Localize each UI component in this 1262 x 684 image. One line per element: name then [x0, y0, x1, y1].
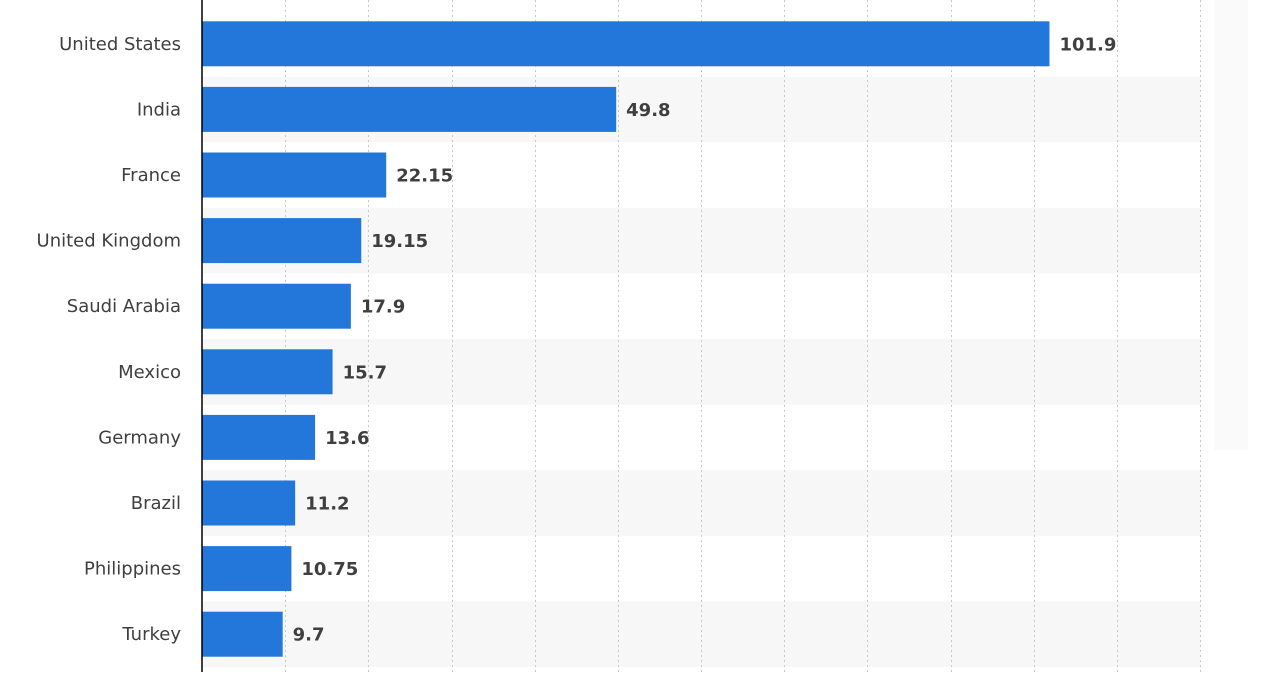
right-edge-fade [1214, 0, 1248, 450]
value-label: 9.7 [293, 625, 325, 646]
value-label: 10.75 [301, 559, 358, 580]
category-label: France [121, 165, 181, 186]
value-label: 19.15 [371, 231, 428, 252]
bar[interactable] [202, 611, 283, 657]
bar[interactable] [202, 218, 362, 264]
bar[interactable] [202, 21, 1050, 67]
category-label: Germany [98, 427, 181, 448]
value-label: 15.7 [343, 362, 387, 383]
value-label: 101.9 [1059, 34, 1116, 55]
bar[interactable] [202, 152, 387, 198]
category-label: Philippines [84, 559, 181, 580]
value-label: 17.9 [361, 297, 405, 318]
bar[interactable] [202, 414, 316, 460]
bar[interactable] [202, 349, 333, 395]
value-labels: 101.9 49.8 22.15 19.15 17.9 15.7 13.6 11.2 10.75… [293, 34, 1117, 645]
value-label: 13.6 [325, 428, 369, 449]
category-label: United States [59, 34, 181, 55]
category-labels: United States India France United Kingdom Sa… [37, 34, 182, 645]
bar[interactable] [202, 480, 296, 526]
category-label: Mexico [118, 362, 181, 383]
value-label: 11.2 [305, 494, 349, 515]
category-label: Saudi Arabia [67, 296, 181, 317]
value-label: 49.8 [626, 100, 670, 121]
bar[interactable] [202, 86, 617, 132]
bar[interactable] [202, 283, 351, 329]
bar[interactable] [202, 546, 292, 592]
category-label: India [137, 99, 181, 120]
category-label: United Kingdom [37, 231, 181, 252]
category-label: Brazil [131, 493, 181, 514]
value-label: 22.15 [396, 166, 453, 187]
category-label: Turkey [121, 624, 181, 645]
bars [202, 21, 1050, 657]
